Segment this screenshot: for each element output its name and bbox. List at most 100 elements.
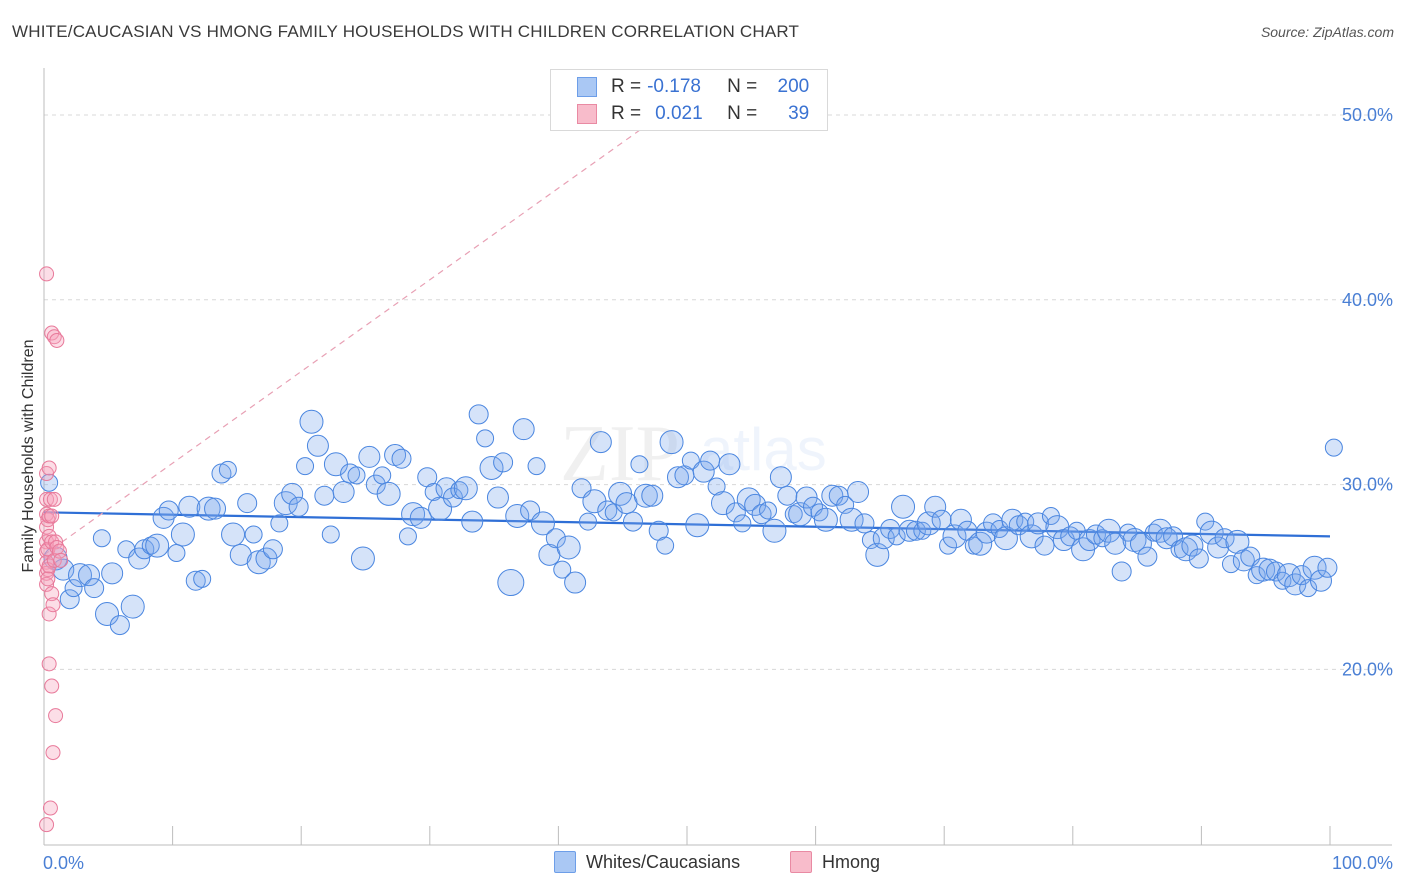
white-caucasian-point bbox=[204, 497, 227, 520]
white-caucasian-point bbox=[839, 507, 864, 532]
white-caucasian-point bbox=[1181, 534, 1204, 557]
white-caucasian-point bbox=[193, 569, 212, 588]
white-caucasian-point bbox=[1034, 535, 1055, 556]
white-caucasian-point bbox=[476, 429, 495, 448]
hmong-point bbox=[39, 817, 55, 833]
white-caucasian-point bbox=[358, 445, 381, 468]
n-label: N = bbox=[727, 103, 758, 124]
white-caucasian-point bbox=[633, 483, 658, 508]
white-caucasian-point bbox=[218, 460, 237, 479]
white-caucasian-point bbox=[281, 482, 304, 505]
series-legend: Whites/Caucasians Hmong bbox=[0, 851, 1406, 877]
white-caucasian-point bbox=[1137, 546, 1158, 567]
white-caucasian-point bbox=[692, 460, 715, 483]
hmong-point bbox=[39, 491, 55, 507]
white-caucasian-point bbox=[350, 546, 375, 571]
white-caucasian-point bbox=[493, 452, 514, 473]
r-value: -0.178 bbox=[647, 76, 701, 97]
white-caucasian-point bbox=[1155, 527, 1178, 550]
white-caucasian-point bbox=[777, 485, 798, 506]
white-caucasian-point bbox=[891, 494, 916, 519]
white-caucasian-point bbox=[1324, 438, 1343, 457]
gridlines bbox=[44, 114, 1392, 670]
white-caucasian-point bbox=[461, 510, 484, 533]
source-label: Source: ZipAtlas.com bbox=[1260, 24, 1394, 40]
white-caucasian-point bbox=[553, 560, 572, 579]
n-label: N = bbox=[727, 76, 758, 97]
white-caucasian-point bbox=[78, 564, 101, 587]
white-caucasian-point bbox=[59, 589, 80, 610]
y-axis-title: Family Households with Children bbox=[20, 340, 37, 573]
white-caucasian-point bbox=[931, 509, 952, 530]
white-caucasian-point bbox=[196, 496, 221, 521]
svg-text:ZIP: ZIP bbox=[560, 410, 680, 498]
white-caucasian-point bbox=[556, 535, 581, 560]
white-caucasian-point bbox=[505, 504, 530, 529]
white-caucasian-point bbox=[964, 536, 983, 555]
white-caucasian-point bbox=[453, 476, 478, 501]
y-tick-label: 40.0% bbox=[1342, 290, 1393, 310]
zipatlas-watermark: ZIP atlas bbox=[560, 410, 827, 498]
n-value: 39 bbox=[788, 103, 810, 124]
white-caucasian-point bbox=[170, 522, 195, 547]
white-caucasian-point bbox=[578, 512, 597, 531]
white-caucasian-point bbox=[707, 477, 726, 496]
stats-legend: R = -0.178 N = 200 R = 0.021 N = 39 bbox=[550, 69, 828, 131]
legend-label-whites: Whites/Caucasians bbox=[586, 851, 741, 872]
tick-labels: 20.0% 30.0% 40.0% 50.0% 0.0% 100.0% bbox=[43, 105, 1393, 873]
white-caucasian-point bbox=[1104, 532, 1127, 555]
white-caucasian-point bbox=[376, 481, 401, 506]
white-caucasian-point bbox=[158, 500, 179, 521]
white-caucasian-point bbox=[299, 409, 324, 434]
white-caucasian-point bbox=[1273, 571, 1292, 590]
hmong-point bbox=[41, 460, 57, 476]
hmong-point bbox=[44, 508, 60, 524]
r-label: R = bbox=[611, 103, 642, 124]
stats-row-hmong: R = 0.021 N = 39 bbox=[551, 101, 809, 127]
white-caucasian-point bbox=[545, 528, 566, 549]
white-caucasian-point bbox=[968, 531, 993, 556]
whites-swatch bbox=[554, 851, 576, 873]
hmong-point bbox=[40, 571, 56, 587]
white-caucasian-point bbox=[1096, 518, 1121, 543]
hmong-point bbox=[39, 266, 55, 282]
white-caucasian-point bbox=[1144, 523, 1163, 542]
hmong-point bbox=[42, 800, 58, 816]
white-caucasian-point bbox=[795, 486, 818, 509]
white-caucasian-point bbox=[813, 507, 838, 532]
white-caucasian-point bbox=[340, 463, 361, 484]
white-caucasian-point bbox=[486, 486, 509, 509]
hmong-point bbox=[46, 552, 62, 568]
white-caucasian-point bbox=[1207, 536, 1230, 559]
white-caucasian-point bbox=[1258, 558, 1281, 581]
white-caucasian-point bbox=[656, 536, 675, 555]
white-caucasian-point bbox=[442, 487, 463, 508]
white-caucasian-point bbox=[109, 615, 130, 636]
stats-row-white: R = -0.178 N = 200 bbox=[551, 74, 809, 100]
hmong-point bbox=[44, 586, 60, 602]
axes bbox=[43, 68, 1392, 846]
white-caucasian-point bbox=[1199, 520, 1224, 545]
white-caucasian-point bbox=[409, 506, 432, 529]
white-caucasian-point bbox=[101, 562, 124, 585]
hmong-point bbox=[41, 656, 57, 672]
white-caucasian-point bbox=[736, 487, 761, 512]
white-caucasian-point bbox=[270, 514, 289, 533]
white-caucasian-point bbox=[700, 450, 721, 471]
white-caucasian-point bbox=[1309, 569, 1332, 592]
y-tick-label: 20.0% bbox=[1342, 659, 1393, 679]
white-caucasian-point bbox=[40, 473, 59, 492]
white-caucasian-point bbox=[1111, 561, 1132, 582]
white-caucasian-point bbox=[659, 430, 684, 455]
hmong-point bbox=[49, 332, 65, 348]
hmong-point bbox=[42, 491, 58, 507]
white-caucasian-point bbox=[314, 485, 335, 506]
trend-lines bbox=[43, 95, 1331, 556]
white-caucasian-point bbox=[296, 457, 315, 476]
white-caucasian-point bbox=[685, 513, 710, 538]
white-caucasian-point bbox=[564, 571, 587, 594]
white-caucasian-point bbox=[641, 484, 664, 507]
white-caucasian-point bbox=[497, 569, 525, 597]
white-caucasian-point bbox=[398, 527, 417, 546]
